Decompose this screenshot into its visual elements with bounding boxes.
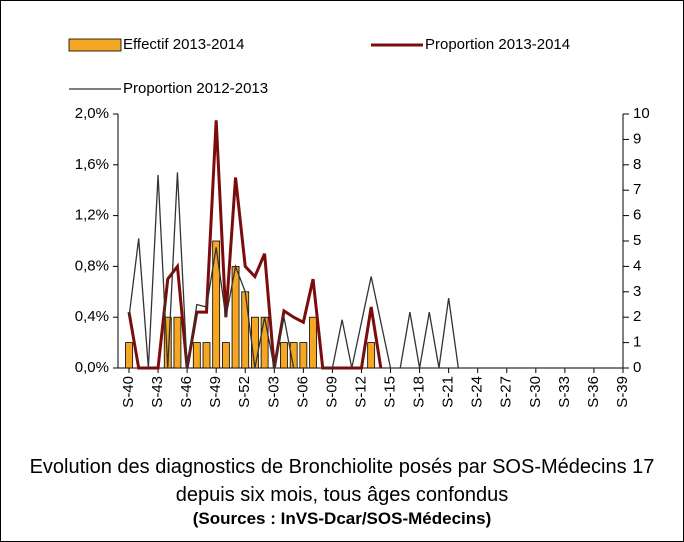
x-tick-label: S-39: [614, 376, 631, 408]
y-tick-label: 0,8%: [75, 257, 109, 274]
y-tick-label: 1,6%: [75, 156, 109, 173]
legend-label: Effectif 2013-2014: [123, 36, 244, 53]
legend-label: Proportion 2013-2014: [425, 36, 570, 53]
y-tick-label: 0,0%: [75, 359, 109, 376]
bar: [251, 316, 259, 369]
y2-tick-label: 6: [633, 207, 641, 224]
x-tick-label: S-18: [411, 376, 428, 408]
y-tick-label: 0,4%: [75, 308, 109, 325]
x-tick-label: S-33: [556, 376, 573, 408]
bar: [212, 240, 221, 369]
bar: [202, 342, 211, 369]
x-tick-label: S-24: [469, 376, 486, 408]
bar: [125, 342, 133, 369]
y2-tick-label: 4: [633, 257, 641, 274]
bar: [280, 342, 288, 369]
y2-tick-label: 7: [633, 181, 641, 198]
x-tick-label: S-49: [207, 376, 224, 408]
chart-title: Evolution des diagnostics de Bronchiolit…: [29, 456, 655, 506]
bar: [221, 342, 230, 369]
x-tick-label: S-43: [149, 376, 166, 408]
legend-swatch: [68, 38, 122, 52]
bar: [260, 316, 269, 369]
y2-tick-label: 8: [633, 156, 641, 173]
x-tick-label: S-15: [381, 376, 398, 408]
x-tick-label: S-30: [527, 376, 544, 408]
y-tick-label: 1,2%: [75, 207, 109, 224]
bar: [309, 316, 317, 369]
y2-tick-label: 1: [633, 334, 641, 351]
legend-label: Proportion 2012-2013: [123, 80, 268, 97]
x-tick-label: S-36: [585, 376, 602, 408]
bar: [241, 291, 250, 369]
x-tick-label: S-21: [440, 376, 457, 408]
y2-tick-label: 3: [633, 283, 641, 300]
bar: [192, 342, 201, 369]
x-tick-label: S-06: [294, 376, 311, 408]
x-tick-label: S-12: [352, 376, 369, 408]
x-tick-label: S-46: [178, 376, 195, 408]
line-series: [128, 172, 623, 369]
bar: [173, 316, 182, 369]
chart: 0,0% 0,4% 0,8% 1,2% 1,6% 2,0% 0 1 2 3 4 5 6 7 8 9 10 S-40…: [68, 36, 650, 408]
x-tick-label: S-09: [323, 376, 340, 408]
x-tick-label: S-27: [498, 376, 515, 408]
y2-tick-label: 9: [633, 130, 641, 147]
bar: [367, 342, 376, 369]
x-tick-label: S-52: [236, 376, 253, 408]
chart-source: (Sources : InVS-Dcar/SOS-Médecins): [192, 509, 492, 528]
y2-tick-label: 2: [633, 308, 641, 325]
y2-tick-label: 0: [633, 359, 641, 376]
x-tick-label: S-03: [265, 376, 282, 408]
bar: [299, 342, 308, 369]
x-tick-label: S-40: [120, 376, 137, 408]
y2-tick-label: 5: [633, 232, 641, 249]
y-tick-label: 2,0%: [75, 105, 109, 122]
y2-tick-label: 10: [633, 105, 650, 122]
line-series: [127, 120, 383, 370]
